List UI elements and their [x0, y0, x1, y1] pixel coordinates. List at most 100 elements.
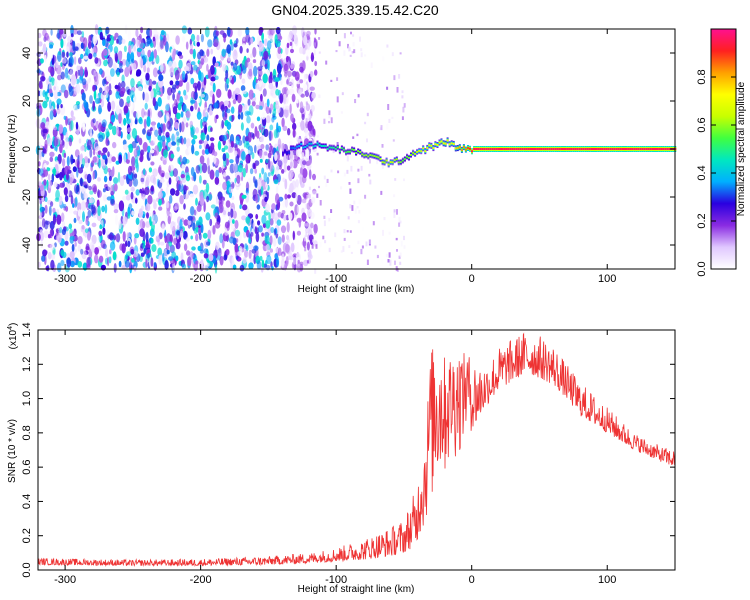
heatmap-cell — [215, 169, 220, 178]
heatmap-cell — [263, 128, 269, 138]
heatmap-cell — [175, 242, 181, 250]
heatmap-cell — [223, 254, 228, 261]
heatmap-cell — [41, 218, 46, 228]
heatmap-cell — [122, 139, 127, 146]
heatmap-cell — [179, 218, 183, 230]
signal-track-cell — [623, 148, 626, 150]
heatmap-cell — [215, 114, 219, 120]
heatmap-cell — [63, 115, 67, 120]
signal-track-cell — [326, 147, 329, 150]
heatmap-cell — [385, 253, 388, 258]
heatmap-cell — [144, 92, 149, 103]
heatmap-cell — [269, 248, 273, 253]
signal-track-cell — [540, 148, 543, 150]
heatmap-cell — [257, 66, 263, 71]
signal-track-cell — [412, 151, 415, 154]
heatmap-cell — [251, 152, 255, 160]
heatmap-cell — [275, 247, 279, 254]
heatmap-cell — [198, 232, 202, 241]
heatmap-cell — [304, 203, 307, 209]
heatmap-cell — [382, 229, 384, 236]
heatmap-cell — [335, 50, 338, 53]
heatmap-cell — [326, 178, 329, 183]
heatmap-cell — [260, 143, 265, 150]
heatmap-cell — [247, 98, 251, 106]
heatmap-cell — [195, 127, 200, 134]
heatmap-cell — [316, 193, 319, 198]
heatmap-cell — [120, 80, 126, 89]
heatmap-cell — [249, 53, 253, 59]
heatmap-cell — [393, 209, 396, 213]
signal-track-cell — [416, 150, 419, 153]
heatmap-cell — [92, 100, 96, 111]
heatmap-cell — [201, 87, 205, 95]
heatmap-cell — [290, 63, 295, 69]
heatmap-cell — [275, 27, 281, 35]
heatmap-cell — [92, 156, 98, 163]
heatmap-cell — [101, 99, 104, 108]
signal-track-cell — [477, 148, 480, 150]
heatmap-cell — [151, 244, 157, 253]
x-tick-label: -200 — [190, 574, 212, 586]
signal-track-cell — [391, 161, 394, 164]
heatmap-cell — [143, 118, 147, 130]
heatmap-cell — [354, 208, 357, 214]
heatmap-cell — [145, 231, 149, 243]
heatmap-cell — [89, 147, 93, 158]
heatmap-cell — [189, 48, 194, 55]
heatmap-cell — [183, 137, 187, 145]
heatmap-cell — [200, 33, 204, 43]
heatmap-cell — [148, 167, 153, 173]
heatmap-cell — [133, 250, 139, 258]
heatmap-cell — [195, 233, 199, 242]
y-tick-label: 20 — [21, 95, 33, 107]
heatmap-cell — [328, 115, 331, 119]
heatmap-cell — [52, 126, 58, 131]
heatmap-cell — [282, 125, 288, 131]
heatmap-cell — [250, 37, 254, 44]
heatmap-cell — [310, 55, 315, 61]
heatmap-cell — [248, 89, 254, 100]
heatmap-cell — [346, 230, 349, 233]
heatmap-cell — [63, 187, 68, 196]
heatmap-cell — [266, 254, 272, 265]
y-tick-label: 1.4 — [21, 322, 33, 337]
heatmap-cell — [184, 73, 188, 82]
heatmap-cell — [125, 158, 130, 164]
heatmap-cell — [240, 111, 244, 120]
heatmap-cell — [369, 159, 371, 164]
heatmap-cell — [349, 204, 352, 209]
heatmap-cell — [286, 194, 291, 199]
heatmap-cell — [113, 203, 119, 210]
heatmap-cell — [352, 34, 355, 37]
heatmap-cell — [233, 43, 238, 48]
heatmap-cell — [393, 194, 396, 198]
heatmap-cell — [83, 143, 87, 152]
heatmap-cell — [301, 198, 307, 204]
signal-track-cell — [501, 148, 504, 150]
heatmap-cell — [239, 204, 242, 209]
heatmap-cell — [196, 111, 202, 120]
heatmap-cell — [125, 253, 129, 260]
heatmap-cell — [245, 33, 250, 43]
heatmap-cell — [263, 151, 268, 156]
heatmap-cell — [92, 170, 95, 180]
heatmap-cell — [287, 128, 291, 136]
heatmap-cell — [131, 170, 135, 181]
heatmap-cell — [312, 173, 316, 181]
heatmap-cell — [391, 52, 394, 57]
signal-track-cell — [554, 148, 557, 150]
signal-track-cell — [458, 146, 461, 149]
heatmap-cell — [66, 257, 71, 268]
heatmap-cell — [43, 230, 49, 239]
heatmap-cell — [235, 87, 240, 96]
heatmap-cell — [97, 177, 101, 182]
heatmap-cell — [78, 138, 82, 144]
heatmap-cell — [220, 104, 225, 112]
y-tick-label: 0.0 — [21, 562, 33, 577]
heatmap-cell — [131, 58, 135, 64]
heatmap-cell — [347, 216, 350, 220]
signal-track-cell — [363, 154, 366, 157]
heatmap-cell — [227, 146, 233, 154]
heatmap-cell — [107, 101, 112, 112]
